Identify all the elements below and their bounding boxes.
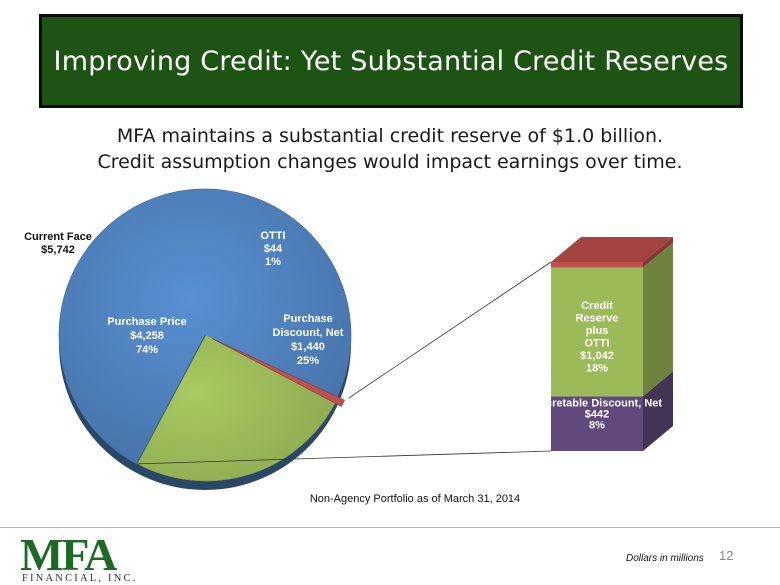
bar-side-otti bbox=[643, 237, 673, 268]
label-otti: OTTI $44 1% bbox=[260, 230, 285, 268]
bar-segment-credit-reserve-plus-otti bbox=[551, 267, 643, 397]
footer-divider bbox=[0, 527, 780, 528]
subtitle-line-1: MFA maintains a substantial credit reser… bbox=[116, 125, 664, 147]
bar-side-accretable-discount-net bbox=[643, 371, 673, 451]
bar-segment-otti bbox=[551, 262, 643, 268]
logo-wordmark: MFA bbox=[20, 529, 117, 580]
page-number: 12 bbox=[719, 548, 734, 563]
pie-slice-purchase-price bbox=[58, 188, 352, 465]
bar-top-face bbox=[551, 237, 673, 262]
label-current-face: Current Face $5,742 bbox=[24, 231, 92, 256]
logo-subtext: FINANCIAL, INC. bbox=[22, 573, 138, 584]
label-purchase-price: Purchase Price $4,258 74% bbox=[107, 316, 187, 356]
title-banner: Improving Credit: Yet Substantial Credit… bbox=[39, 14, 743, 108]
stacked-bar-chart bbox=[137, 237, 673, 465]
chart-labels: Current Face $5,742 Purchase Price $4,258 74… bbox=[24, 230, 662, 431]
pie-chart bbox=[58, 188, 352, 490]
bar-segment-accretable-discount-net bbox=[551, 396, 643, 451]
label-accretable-discount: Accretable Discount, Net $442 8% bbox=[532, 397, 663, 431]
slide-title: Improving Credit: Yet Substantial Credit… bbox=[53, 45, 729, 77]
label-purchase-discount: Purchase Discount, Net $1,440 25% bbox=[273, 313, 344, 367]
units-footnote: Dollars in millions bbox=[626, 553, 704, 564]
label-credit-reserve: Credit Reserve plus OTTI $1,042 18% bbox=[576, 300, 619, 375]
connector-line-top bbox=[348, 261, 552, 399]
connector-line-bottom bbox=[137, 450, 552, 465]
pie-slice-purchase-discount bbox=[137, 334, 336, 482]
bar-side-credit-reserve-plus-otti bbox=[643, 242, 673, 397]
mfa-logo: MFA FINANCIAL, INC. bbox=[20, 529, 145, 585]
pie-slice-otti bbox=[212, 338, 345, 407]
subtitle-line-2: Credit assumption changes would impact e… bbox=[97, 151, 683, 173]
portfolio-caption: Non-Agency Portfolio as of March 31, 201… bbox=[309, 493, 521, 505]
